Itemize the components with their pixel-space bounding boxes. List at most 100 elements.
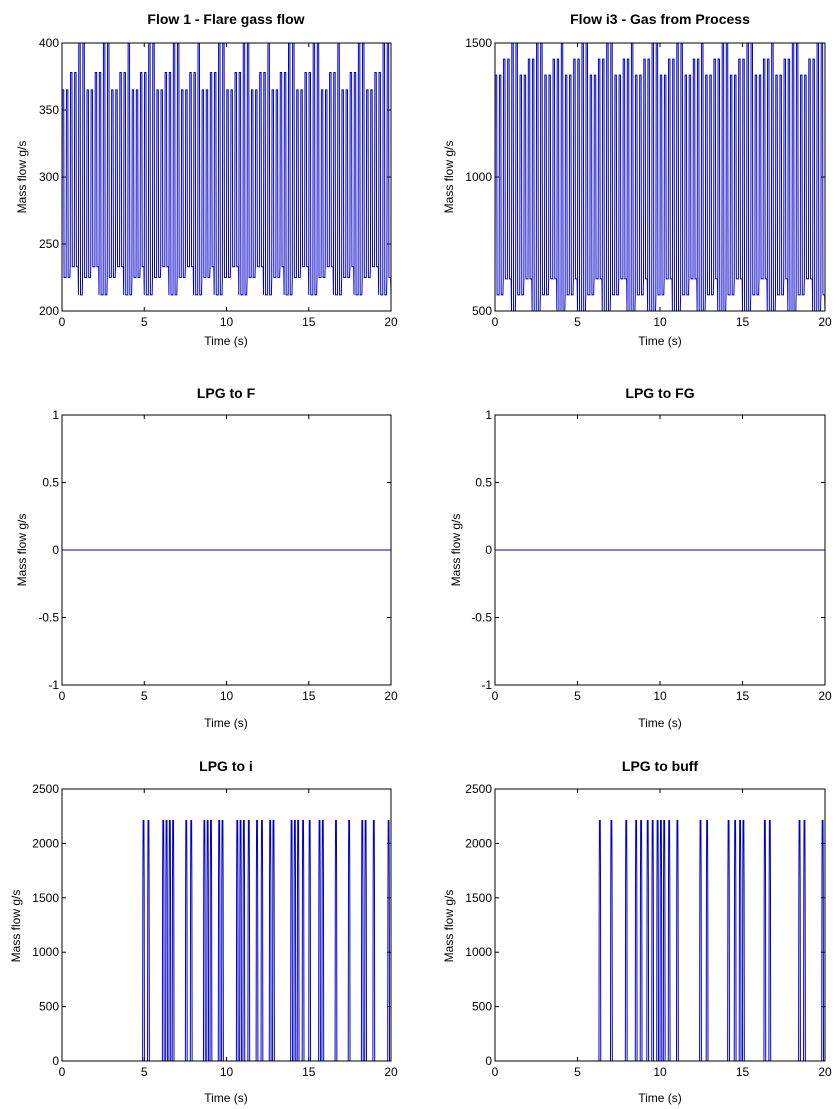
x-tick-label: 15 <box>736 1065 750 1079</box>
plot-title: LPG to i <box>199 758 253 774</box>
tick-layer: 0 5 10 15 20 500 1000 1500 <box>465 36 832 329</box>
y-tick-label: 0.5 <box>475 476 492 490</box>
y-tick-label: 0 <box>485 1054 492 1068</box>
y-tick-label: 1000 <box>32 945 59 959</box>
x-tick-label: 5 <box>141 315 148 329</box>
axes-frame <box>494 414 826 686</box>
x-tick-label: 5 <box>574 1065 581 1079</box>
x-tick-label: 0 <box>59 315 66 329</box>
y-tick-label: 1500 <box>465 891 492 905</box>
y-tick-label: 400 <box>39 36 59 50</box>
y-tick-label: -0.5 <box>471 611 492 625</box>
x-tick-label: 5 <box>574 315 581 329</box>
x-tick-label: 20 <box>384 315 398 329</box>
y-tick-label: 2500 <box>32 782 59 796</box>
y-tick-label: 250 <box>39 237 59 251</box>
x-tick-label: 10 <box>220 689 234 703</box>
series-line <box>495 43 825 311</box>
y-tick-label: 1000 <box>465 945 492 959</box>
axes-frame <box>61 788 392 1062</box>
x-axis-label: Time (s) <box>204 334 248 348</box>
x-tick-label: 15 <box>302 315 316 329</box>
series-layer <box>62 43 391 296</box>
tick-layer: 0 5 10 15 20 -1 -0.5 0 0.5 1 <box>38 408 398 703</box>
axes-frame <box>494 42 826 312</box>
y-tick-label: -0.5 <box>38 611 59 625</box>
series-layer <box>495 820 825 1061</box>
x-tick-label: 20 <box>818 689 832 703</box>
y-tick-label: 1000 <box>465 170 492 184</box>
series-line <box>62 820 391 1061</box>
y-tick-label: 0 <box>52 543 59 557</box>
x-tick-label: 0 <box>492 689 499 703</box>
x-axis-label: Time (s) <box>204 1091 248 1105</box>
tick-layer: 0 5 10 15 20 200 250 300 350 400 <box>39 36 398 329</box>
y-tick-label: -1 <box>481 678 492 692</box>
x-tick-label: 5 <box>141 689 148 703</box>
axes-frame <box>61 414 392 686</box>
x-tick-label: 10 <box>220 1065 234 1079</box>
tick-layer: 0 5 10 15 20 0 500 1000 1500 2000 2500 <box>32 782 398 1079</box>
y-axis-label: Mass flow g/s <box>449 514 463 587</box>
x-axis-label: Time (s) <box>638 1091 682 1105</box>
x-tick-label: 15 <box>736 689 750 703</box>
y-axis-label: Mass flow g/s <box>9 890 23 963</box>
x-tick-label: 0 <box>492 1065 499 1079</box>
x-tick-label: 10 <box>653 315 667 329</box>
x-tick-label: 5 <box>574 689 581 703</box>
y-tick-label: 2500 <box>465 782 492 796</box>
x-tick-label: 5 <box>141 1065 148 1079</box>
subplot-lpg-to-buff: LPG to buff Mass flow g/s Time (s) 0 5 10 1… <box>442 758 832 1105</box>
x-tick-label: 10 <box>653 689 667 703</box>
plot-title: LPG to FG <box>625 385 694 401</box>
y-tick-label: 2000 <box>32 836 59 850</box>
series-line <box>495 820 825 1061</box>
series-layer <box>495 43 825 311</box>
y-tick-label: 500 <box>472 1000 492 1014</box>
x-tick-label: 0 <box>59 689 66 703</box>
x-tick-label: 10 <box>653 1065 667 1079</box>
x-tick-label: 0 <box>59 1065 66 1079</box>
x-tick-label: 10 <box>220 315 234 329</box>
y-axis-label: Mass flow g/s <box>15 141 29 214</box>
subplot-lpg-to-i: LPG to i Mass flow g/s Time (s) 0 5 10 15 20… <box>9 758 398 1105</box>
subplot-lpg-to-f: LPG to F Mass flow g/s Time (s) 0 5 10 15 20… <box>15 385 398 730</box>
axes-frame <box>494 788 826 1062</box>
x-tick-label: 15 <box>302 1065 316 1079</box>
y-tick-label: 1500 <box>465 36 492 50</box>
y-tick-label: 0 <box>52 1054 59 1068</box>
x-axis-label: Time (s) <box>638 716 682 730</box>
y-tick-label: 350 <box>39 103 59 117</box>
y-tick-label: 300 <box>39 170 59 184</box>
x-tick-label: 20 <box>818 315 832 329</box>
plot-title: Flow 1 - Flare gass flow <box>147 11 304 27</box>
x-tick-label: 20 <box>384 1065 398 1079</box>
y-tick-label: 500 <box>472 304 492 318</box>
x-axis-label: Time (s) <box>204 716 248 730</box>
subplot-flow-i3-gas-from-process: Flow i3 - Gas from Process Mass flow g/s… <box>442 11 832 348</box>
y-axis-label: Mass flow g/s <box>442 890 456 963</box>
x-tick-label: 20 <box>384 689 398 703</box>
y-axis-label: Mass flow g/s <box>15 514 29 587</box>
x-tick-label: 15 <box>302 689 316 703</box>
y-tick-label: 1 <box>485 408 492 422</box>
y-tick-label: 1 <box>52 408 59 422</box>
x-axis-label: Time (s) <box>638 334 682 348</box>
subplot-lpg-to-fg: LPG to FG Mass flow g/s Time (s) 0 5 10 15 2… <box>449 385 832 730</box>
plot-title: LPG to buff <box>622 758 699 774</box>
x-tick-label: 0 <box>492 315 499 329</box>
y-tick-label: 2000 <box>465 836 492 850</box>
series-layer <box>62 820 391 1061</box>
plot-title: Flow i3 - Gas from Process <box>570 11 750 27</box>
y-tick-label: 1500 <box>32 891 59 905</box>
x-tick-label: 20 <box>818 1065 832 1079</box>
y-tick-label: 500 <box>39 1000 59 1014</box>
x-tick-label: 15 <box>736 315 750 329</box>
y-tick-label: 0 <box>485 543 492 557</box>
y-tick-label: -1 <box>48 678 59 692</box>
y-axis-label: Mass flow g/s <box>442 141 456 214</box>
y-tick-label: 0.5 <box>42 476 59 490</box>
plot-title: LPG to F <box>197 385 256 401</box>
